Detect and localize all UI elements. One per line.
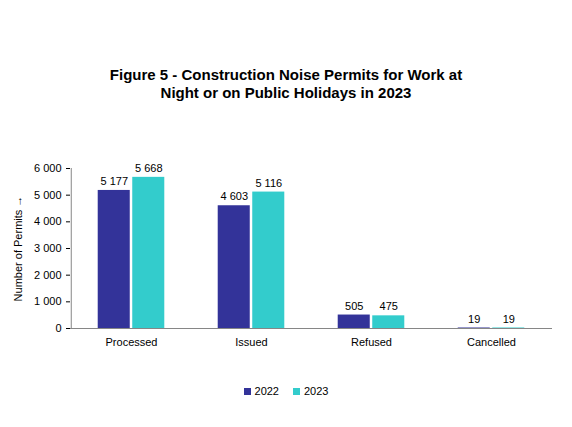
svg-text:475: 475	[380, 300, 398, 312]
svg-text:3 000: 3 000	[34, 242, 62, 254]
svg-text:505: 505	[345, 300, 363, 312]
svg-text:Cancelled: Cancelled	[467, 336, 516, 348]
svg-text:Refused: Refused	[351, 336, 392, 348]
svg-text:19: 19	[503, 313, 515, 325]
svg-text:0: 0	[55, 322, 61, 334]
svg-text:5 116: 5 116	[255, 177, 282, 189]
html-text:2023: 2023	[304, 385, 329, 397]
svg-text:Processed: Processed	[106, 336, 158, 348]
svg-text:4 603: 4 603	[220, 190, 248, 202]
svg-text:5 177: 5 177	[100, 175, 128, 187]
svg-text:Number of Permits →: Number of Permits →	[12, 196, 24, 302]
html-text:2022: 2022	[254, 385, 279, 397]
svg-text:5 668: 5 668	[135, 162, 163, 174]
html-text:Figure 5 - Construction Noise: Figure 5 - Construction Noise Permits fo…	[109, 66, 463, 101]
svg-text:2 000: 2 000	[34, 269, 62, 281]
svg-text:19: 19	[468, 313, 480, 325]
svg-text:Issued: Issued	[235, 336, 267, 348]
svg-text:1 000: 1 000	[34, 295, 62, 307]
svg-text:5 000: 5 000	[34, 189, 62, 201]
svg-text:6 000: 6 000	[34, 162, 62, 174]
svg-text:4 000: 4 000	[34, 215, 62, 227]
